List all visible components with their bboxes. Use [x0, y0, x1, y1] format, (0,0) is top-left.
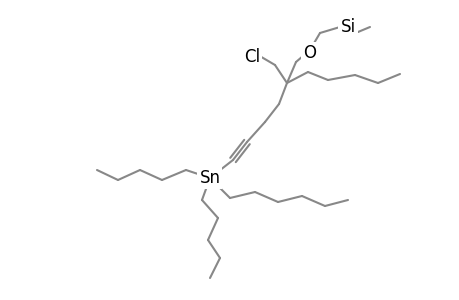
- Text: Si: Si: [340, 18, 355, 36]
- Text: Cl: Cl: [243, 48, 259, 66]
- Text: O: O: [303, 44, 316, 62]
- Text: Sn: Sn: [199, 169, 220, 187]
